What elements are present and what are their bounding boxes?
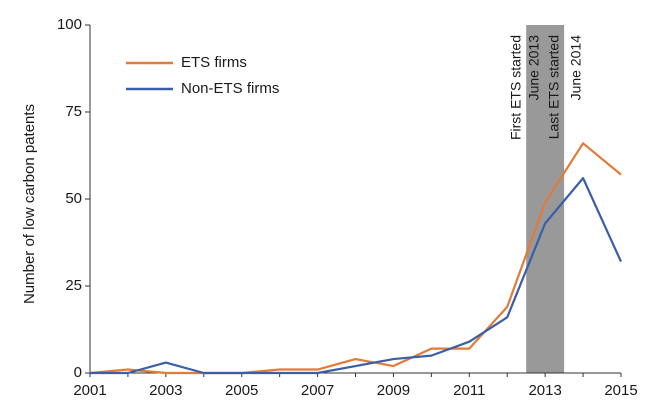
y-tick-label: 100 — [57, 16, 82, 33]
legend-label-ets: ETS firms — [181, 54, 247, 71]
x-tick-label: 2009 — [377, 382, 410, 399]
y-tick-label: 75 — [65, 103, 82, 120]
x-tick-label: 2001 — [73, 382, 106, 399]
shade-label-first-ets: First ETS started — [508, 35, 524, 140]
legend-label-non-ets: Non-ETS firms — [181, 80, 279, 97]
x-tick-label: 2007 — [301, 382, 334, 399]
y-tick-label: 50 — [65, 190, 82, 207]
y-tick-label: 0 — [74, 364, 82, 381]
shaded-period-layer — [526, 25, 565, 373]
y-tick-label: 25 — [65, 277, 82, 294]
series-line-non-ets — [90, 177, 623, 375]
series-lines — [89, 142, 623, 375]
x-tick-label: 2011 — [453, 382, 485, 399]
shade-label-june-2013: June 2013 — [526, 35, 542, 101]
series-line-ets — [89, 142, 622, 375]
x-tick-label: 2005 — [225, 382, 258, 399]
shaded-period-labels: First ETS started June 2013 Last ETS sta… — [508, 35, 584, 140]
x-tick-label: 2013 — [528, 382, 561, 399]
legend: ETS firms Non-ETS firms — [126, 54, 279, 97]
shade-label-june-2014: June 2014 — [568, 35, 584, 101]
x-tick-label: 2015 — [604, 382, 637, 399]
x-tick-label: 2003 — [149, 382, 182, 399]
axes: 0 25 50 75 100 2001 2003 2005 2007 2009 2011 2013 20… — [57, 16, 638, 399]
shade-label-last-ets: Last ETS started — [546, 35, 562, 139]
shaded-period-band — [526, 25, 565, 373]
y-axis-title: Number of low carbon patents — [21, 104, 38, 304]
